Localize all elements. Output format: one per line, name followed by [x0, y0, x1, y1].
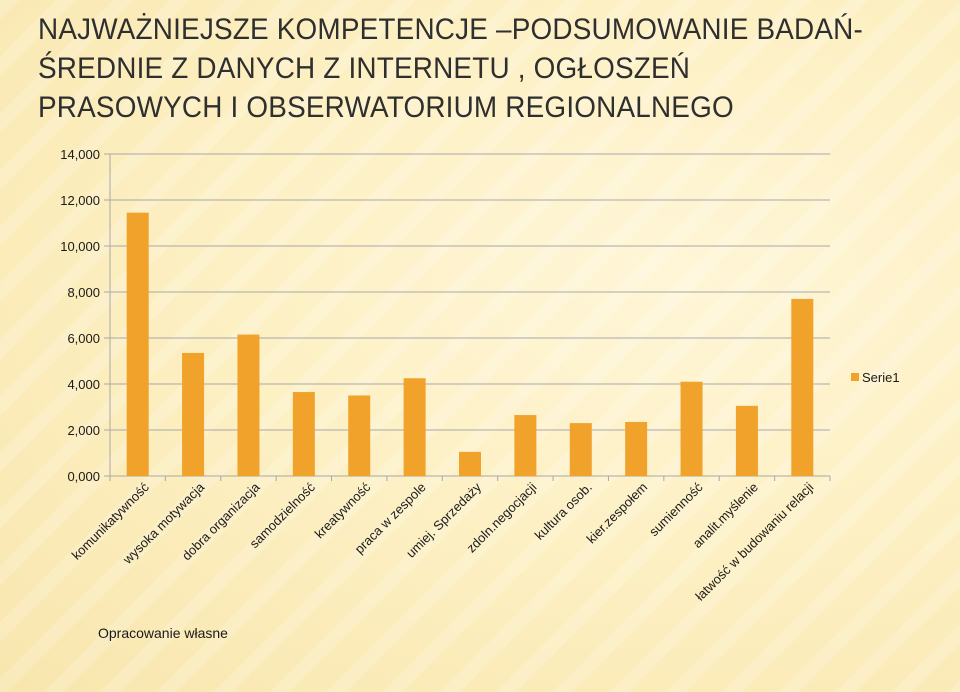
y-tick-label: 8,000 — [67, 285, 100, 300]
y-tick-label: 12,000 — [60, 193, 100, 208]
bar — [237, 334, 260, 476]
bar — [735, 405, 758, 476]
y-tick-label: 6,000 — [67, 331, 100, 346]
page-title: NAJWAŻNIEJSZE KOMPETENCJE –PODSUMOWANIE … — [38, 13, 863, 124]
bar — [459, 451, 481, 476]
y-axis: 0,000 2,000 4,000 6,000 8,000 10,000 12,000 14,… — [60, 147, 111, 484]
bar — [348, 395, 371, 476]
source-note: Opracowanie własne — [98, 625, 228, 641]
bar — [182, 352, 205, 476]
bar — [292, 392, 315, 476]
bars — [126, 212, 814, 476]
bar — [791, 298, 814, 476]
y-tick-label: 10,000 — [60, 239, 100, 254]
x-tick-label: łatwość w budowaniu relacji — [692, 479, 816, 603]
y-tick-label: 2,000 — [67, 423, 100, 438]
y-tick-label: 0,000 — [67, 469, 100, 484]
bar — [403, 378, 426, 476]
bar — [569, 423, 592, 476]
legend: Serie1 — [851, 370, 900, 385]
y-tick-label: 4,000 — [67, 377, 100, 392]
bar — [514, 415, 537, 476]
legend-swatch — [851, 373, 859, 381]
legend-label: Serie1 — [862, 370, 900, 385]
x-tick-label: sumienność — [646, 479, 706, 539]
y-tick-label: 14,000 — [60, 147, 100, 162]
bar — [126, 212, 149, 476]
grid-lines — [104, 153, 830, 477]
bar — [625, 421, 648, 476]
bar — [680, 381, 703, 476]
